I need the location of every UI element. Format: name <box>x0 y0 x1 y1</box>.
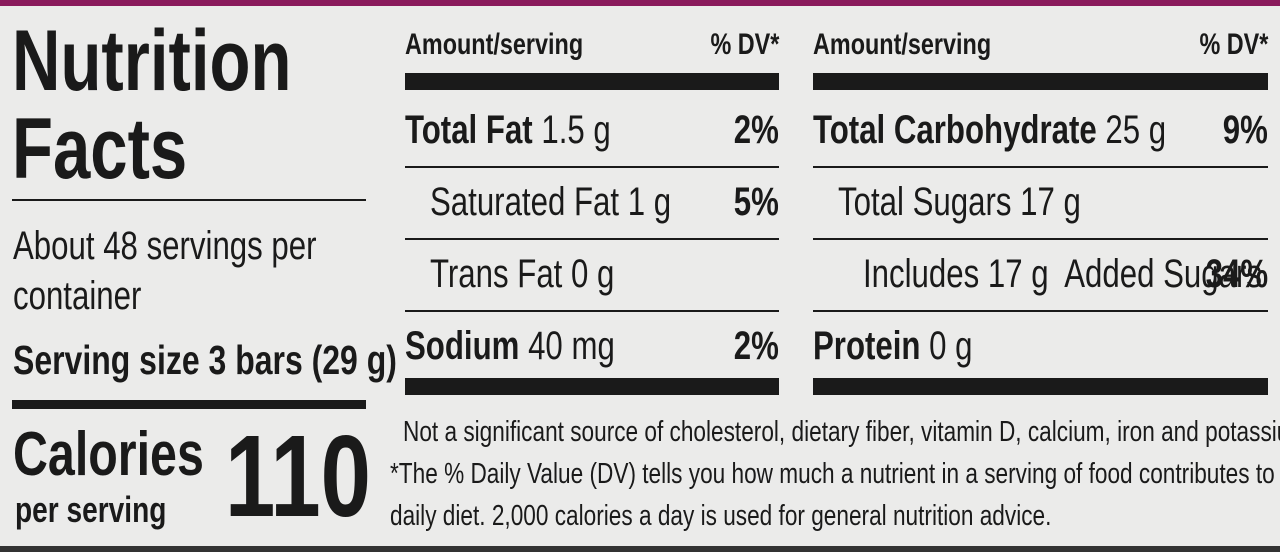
nutrient-amount: 40 mg <box>528 324 615 368</box>
nutrient-dv: 34% <box>1205 252 1268 296</box>
rule <box>405 310 779 312</box>
nutrient-name: Saturated Fat <box>430 180 620 224</box>
footnote: daily diet. 2,000 calories a day is used… <box>390 500 1052 532</box>
rule <box>405 73 779 90</box>
nutrient-name: Total Fat <box>405 108 533 152</box>
nutrient-dv: 2% <box>733 324 779 368</box>
footnote: Not a significant source of cholesterol,… <box>403 416 1280 448</box>
calories-label: Calories <box>13 420 204 489</box>
nutrient-amount: 0 g <box>929 324 973 368</box>
calories-value: 110 <box>225 411 371 541</box>
nutrient-dv: 9% <box>1222 108 1268 152</box>
nutrient-name: Trans Fat <box>430 252 563 296</box>
nutrient-amount: 17 g <box>1020 180 1081 224</box>
rule <box>813 378 1268 395</box>
title: Facts <box>12 101 188 197</box>
bottom-edge <box>0 546 1280 552</box>
nutrient-name: Protein <box>813 324 921 368</box>
nutrient-name: Total Sugars <box>838 180 1012 224</box>
serving-size: Serving size 3 bars (29 g) <box>13 337 397 383</box>
rule <box>12 199 366 201</box>
nutrient-amount: 1.5 g <box>541 108 611 152</box>
servings: container <box>13 274 142 318</box>
rule <box>405 166 779 168</box>
rule <box>12 400 366 409</box>
amount-header: Amount/serving <box>813 28 992 61</box>
servings: About 48 servings per <box>13 224 317 268</box>
rule <box>405 238 779 240</box>
nutrient-dv: 5% <box>733 180 779 224</box>
nutrient-amount: 25 g <box>1105 108 1167 152</box>
nutrient-row: Includes 17 g Added Sugars <box>863 254 1262 294</box>
rule <box>813 238 1268 240</box>
rule <box>813 73 1268 90</box>
amount-header: Amount/serving <box>405 28 584 61</box>
nutrient-row: Total Fat 1.5 g <box>405 110 611 150</box>
title: Nutrition <box>12 13 292 109</box>
nutrient-name: Sodium <box>405 324 520 368</box>
rule <box>405 378 779 395</box>
nutrient-row: Total Carbohydrate 25 g <box>813 110 1166 150</box>
nutrient-row: Sodium 40 mg <box>405 326 615 366</box>
nutrient-amount: 0 g <box>571 252 615 296</box>
rule <box>813 166 1268 168</box>
top-strip <box>0 0 1280 6</box>
nutrient-name: Total Carbohydrate <box>813 108 1097 152</box>
nutrient-dv: 2% <box>733 108 779 152</box>
dv-header: % DV* <box>710 28 779 61</box>
nutrient-row: Protein 0 g <box>813 326 973 366</box>
footnote: *The % Daily Value (DV) tells you how mu… <box>390 458 1280 490</box>
dv-header: % DV* <box>1199 28 1268 61</box>
nutrient-row: Total Sugars 17 g <box>838 182 1081 222</box>
calories-sublabel: per serving <box>15 489 167 530</box>
rule <box>813 310 1268 312</box>
nutrient-amount: 1 g <box>627 180 672 224</box>
nutrient-row: Trans Fat 0 g <box>430 254 614 294</box>
nutrient-name: Includes 17 g Added Sugars <box>863 252 1262 296</box>
nutrient-row: Saturated Fat 1 g <box>430 182 671 222</box>
